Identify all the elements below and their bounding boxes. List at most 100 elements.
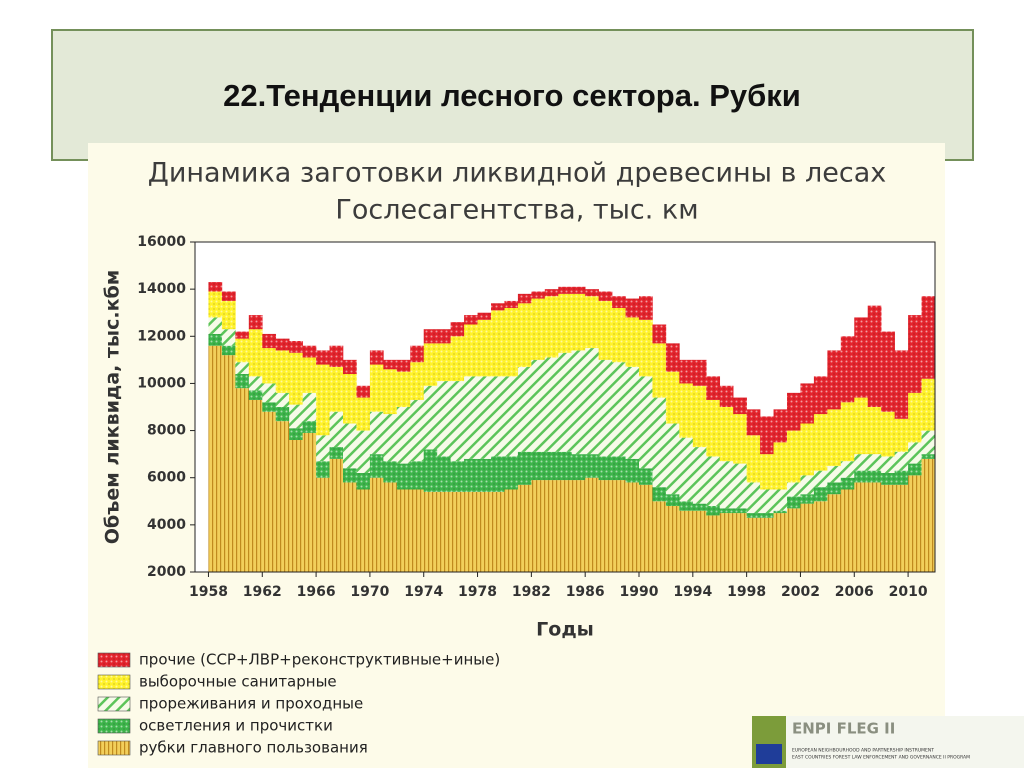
bar-segment [464, 491, 478, 572]
bar-segment [800, 423, 815, 476]
y-tick-label: 16000 [137, 234, 186, 250]
bar-segment [881, 331, 895, 412]
bar-segment [262, 348, 277, 384]
bar-segment [881, 473, 895, 485]
bar-segment [746, 513, 761, 518]
bar-segment [356, 397, 371, 431]
bar-segment [800, 503, 815, 572]
bar-segment [208, 282, 223, 292]
bar-segment [773, 409, 788, 443]
slide-title: 22.Тенденции лесного сектора. Рубки [223, 78, 801, 113]
bar-segment [410, 461, 425, 490]
bar-segment [262, 333, 277, 349]
bar-segment [787, 430, 801, 483]
bar-segment [665, 371, 680, 424]
bar-segment [343, 468, 357, 483]
bar-segment [625, 317, 640, 367]
bar-segment [558, 286, 573, 294]
bar-segment [921, 296, 936, 379]
bar-segment [396, 463, 411, 490]
bar-segment [423, 449, 438, 492]
bar-segment [598, 300, 613, 360]
bar-segment [235, 338, 250, 363]
bar-segment [221, 329, 236, 346]
bar-segment [248, 329, 263, 377]
bar-segment [383, 414, 398, 462]
legend-label: прочие (ССР+ЛВР+реконструктивные+иные) [139, 651, 500, 669]
bar-segment [423, 343, 438, 386]
bar-segment [787, 392, 801, 431]
bar-segment [585, 348, 599, 455]
bar-segment [423, 491, 438, 572]
bar-segment [491, 303, 505, 311]
chart-title: Динамика заготовки ликвидной древесины в… [148, 158, 887, 189]
bar-segment [840, 477, 855, 490]
bar-segment [760, 454, 774, 490]
bar-segment [625, 298, 640, 318]
bar-segment [692, 359, 707, 386]
y-axis-label: Объем ликвида, тыс.кбм [102, 270, 124, 545]
bar-segment [302, 345, 317, 358]
bar-segment [639, 296, 653, 320]
bar-segment [827, 350, 842, 410]
bar-segment [908, 315, 922, 393]
bar-segment [558, 480, 573, 572]
bar-segment [840, 461, 855, 478]
logo: ENPI FLEG II EUROPEAN NEIGHBOURHOOD AND … [752, 716, 1024, 768]
bar-segment [867, 482, 882, 572]
eu-flag [756, 744, 782, 764]
y-tick-label: 10000 [137, 375, 186, 391]
bar-segment [867, 407, 882, 455]
bar-segment [639, 468, 653, 485]
bar-segment [746, 482, 761, 514]
bar-segment [921, 458, 936, 572]
bar-segment [867, 470, 882, 483]
bar-segment [908, 475, 922, 572]
bar-segment [827, 409, 842, 466]
bar-segment [894, 470, 909, 485]
bar-segment [719, 407, 734, 462]
bar-segment [840, 402, 855, 462]
bar-segment [477, 376, 492, 459]
bar-segment [517, 451, 532, 485]
bar-segment [665, 423, 680, 495]
bar-segment [302, 432, 317, 572]
bar-segment [531, 451, 546, 481]
bar-segment [544, 296, 559, 358]
bar-segment [760, 416, 774, 455]
y-tick-label: 6000 [147, 470, 186, 486]
bar-segment [800, 475, 815, 495]
bar-segment [787, 508, 801, 572]
bar-segment [450, 381, 465, 462]
bar-segment [665, 494, 680, 506]
bar-segment [517, 484, 532, 572]
bar-segment [854, 482, 869, 572]
bar-segment [289, 404, 303, 429]
bar-segment [262, 383, 277, 403]
y-tick-label: 14000 [137, 281, 186, 297]
x-tick-label: 1962 [243, 584, 282, 600]
bar-segment [692, 503, 707, 511]
legend-label: выборочные санитарные [139, 673, 337, 691]
bar-segment [437, 381, 451, 457]
bar-segment [491, 456, 505, 492]
bar-segment [867, 305, 882, 407]
bar-segment [289, 341, 303, 353]
x-tick-label: 1978 [458, 584, 497, 600]
bar-segment [692, 385, 707, 448]
bar-segment [598, 359, 613, 457]
bar-segment [733, 463, 747, 509]
bar-segment [329, 366, 344, 412]
bar-segment [289, 440, 303, 572]
bar-segment [813, 501, 828, 572]
bar-segment [746, 517, 761, 572]
bar-segment [464, 324, 478, 377]
legend-label: прореживания и проходные [139, 695, 363, 713]
bar-segment [289, 352, 303, 405]
bar-segment [813, 376, 828, 415]
bar-segment [356, 385, 371, 398]
bar-segment [423, 329, 438, 344]
bar-segment [639, 376, 653, 469]
bar-segment [867, 454, 882, 471]
bar-segment [343, 374, 357, 424]
